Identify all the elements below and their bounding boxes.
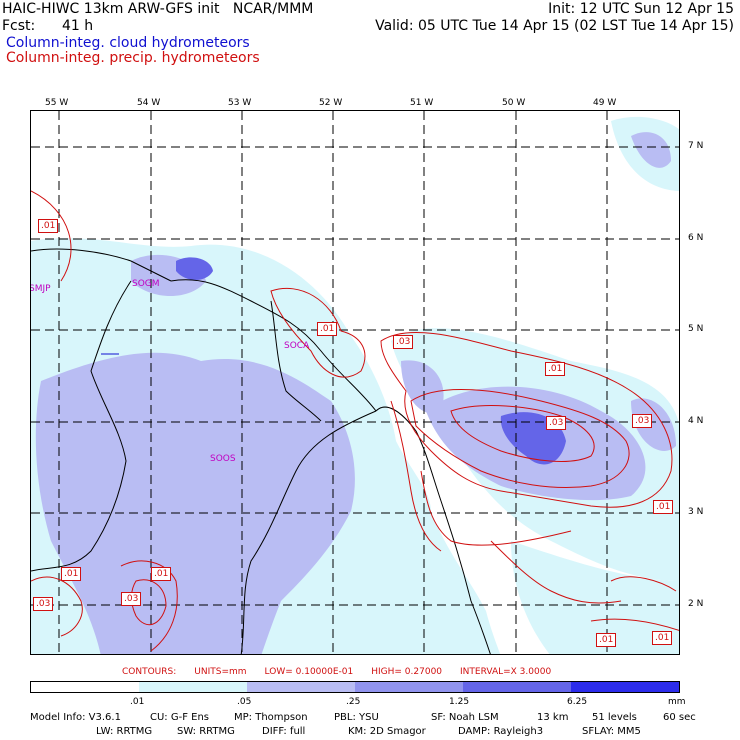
scale-unit: mm bbox=[668, 697, 686, 707]
lon-tick-label: 52 W bbox=[319, 98, 343, 108]
contour-label: .01 bbox=[151, 567, 172, 581]
model-title: HAIC-HIWC 13km ARW-GFS init NCAR/MMM bbox=[2, 1, 314, 17]
contour-label: .03 bbox=[33, 597, 54, 611]
lat-tick-label: 2 N bbox=[688, 599, 704, 609]
scale-swatch bbox=[463, 682, 571, 692]
footer-lw: LW: RRTMG bbox=[96, 726, 153, 737]
lat-tick-label: 6 N bbox=[688, 233, 704, 243]
station-label-soca: SOCA bbox=[284, 341, 310, 351]
scale-swatch bbox=[247, 682, 355, 692]
scale-label: .01 bbox=[130, 697, 145, 707]
scale-swatch bbox=[139, 682, 247, 692]
station-label-sogm: SOGM bbox=[132, 279, 160, 289]
forecast-hour: 41 h bbox=[62, 18, 94, 34]
contour-label: .03 bbox=[121, 592, 142, 606]
lon-tick-label: 50 W bbox=[502, 98, 526, 108]
scale-swatch bbox=[355, 682, 463, 692]
lon-tick-label: 55 W bbox=[45, 98, 69, 108]
footer-model-info: Model Info: V3.6.1 bbox=[30, 712, 121, 723]
contour-label: .01 bbox=[596, 633, 617, 647]
scale-label: 6.25 bbox=[567, 697, 588, 707]
contour-label: .01 bbox=[545, 362, 566, 376]
lon-tick-label: 49 W bbox=[593, 98, 617, 108]
contour-label: .03 bbox=[632, 414, 653, 428]
scale-swatch bbox=[571, 682, 679, 692]
contour-label: .01 bbox=[652, 631, 673, 645]
contour-info-low: LOW= 0.10000E-01 bbox=[264, 667, 354, 677]
footer-diff: DIFF: full bbox=[262, 726, 306, 737]
forecast-label: Fcst: bbox=[2, 18, 36, 34]
station-label-smjp: SMJP bbox=[30, 284, 51, 294]
contour-info: CONTOURS: UNITS=mm LOW= 0.10000E-01 HIGH= 0… bbox=[122, 667, 569, 677]
contour-label: .01 bbox=[317, 322, 338, 336]
footer-mp: MP: Thompson bbox=[234, 712, 308, 723]
footer-damp: DAMP: Rayleigh3 bbox=[458, 726, 544, 737]
lat-tick-label: 4 N bbox=[688, 416, 704, 426]
footer-sw: SW: RRTMG bbox=[177, 726, 235, 737]
lon-tick-label: 53 W bbox=[228, 98, 252, 108]
lat-tick-label: 7 N bbox=[688, 141, 704, 151]
contour-info-high: HIGH= 0.27000 bbox=[371, 667, 443, 677]
scale-label: .25 bbox=[346, 697, 361, 707]
station-label-soos: SOOS bbox=[210, 454, 236, 464]
lat-tick-label: 3 N bbox=[688, 507, 704, 517]
coastline bbox=[31, 248, 491, 654]
footer-resolution: 13 km bbox=[537, 712, 569, 723]
precip-contours bbox=[31, 190, 679, 652]
footer-cu: CU: G-F Ens bbox=[150, 712, 210, 723]
footer-pbl: PBL: YSU bbox=[334, 712, 379, 723]
scale-label: 1.25 bbox=[449, 697, 470, 707]
footer-sf: SF: Noah LSM bbox=[431, 712, 499, 723]
scale-label: .05 bbox=[237, 697, 252, 707]
legend-precip-hydrometeors: Column-integ. precip. hydrometeors bbox=[6, 50, 260, 66]
footer-km: KM: 2D Smagor bbox=[348, 726, 426, 737]
valid-time: Valid: 05 UTC Tue 14 Apr 15 (02 LST Tue … bbox=[375, 18, 734, 34]
contour-label: .01 bbox=[653, 500, 674, 514]
lat-lon-grid bbox=[31, 111, 679, 654]
scale-swatch bbox=[31, 682, 139, 692]
footer-timestep: 60 sec bbox=[663, 712, 696, 723]
contour-label: .01 bbox=[61, 567, 82, 581]
init-time: Init: 12 UTC Sun 12 Apr 15 bbox=[548, 1, 734, 17]
contour-info-units: UNITS=mm bbox=[194, 667, 247, 677]
lat-tick-label: 5 N bbox=[688, 324, 704, 334]
contour-info-title: CONTOURS: bbox=[122, 667, 177, 677]
lon-tick-label: 51 W bbox=[410, 98, 434, 108]
map-canvas bbox=[31, 111, 679, 654]
legend-cloud-hydrometeors: Column-integ. cloud hydrometeors bbox=[6, 35, 250, 51]
contour-label: .03 bbox=[546, 416, 567, 430]
lon-tick-label: 54 W bbox=[137, 98, 161, 108]
contour-info-interval: INTERVAL=X 3.0000 bbox=[460, 667, 552, 677]
contour-label: .01 bbox=[38, 219, 59, 233]
color-scale-bar bbox=[30, 681, 680, 693]
contour-label: .03 bbox=[393, 335, 414, 349]
map-panel: SMJP SOGM SOCA SOOS .01 .01 .03 .01 .03 … bbox=[30, 110, 680, 655]
footer-sflay: SFLAY: MM5 bbox=[582, 726, 641, 737]
footer-levels: 51 levels bbox=[592, 712, 637, 723]
